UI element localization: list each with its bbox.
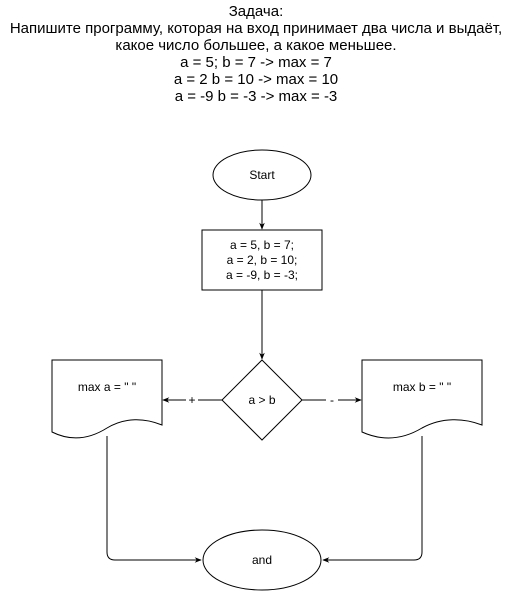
input-line-2: a = 2, b = 10; (227, 253, 298, 267)
yes-branch-label: + (188, 393, 195, 407)
task-example-2: a = 2 b = 10 -> max = 10 (173, 71, 339, 88)
connector-right-end (322, 436, 423, 563)
left-output-label: max a = " " (78, 380, 136, 394)
right-output-label: max b = " " (393, 380, 451, 394)
end-label: and (252, 553, 272, 567)
task-line-2: какое число большее, а какое меньшее. (115, 37, 397, 54)
task-line-1: Напишите программу, которая на вход прин… (9, 20, 503, 37)
task-heading: Задача: (228, 3, 284, 20)
input-node[interactable]: a = 5, b = 7; a = 2, b = 10; a = -9, b =… (201, 229, 323, 291)
right-output-node[interactable]: max b = " " (361, 359, 483, 439)
input-line-3: a = -9, b = -3; (226, 268, 298, 282)
input-line-1: a = 5, b = 7; (230, 238, 294, 252)
connector-left-end (106, 436, 202, 563)
task-example-1: a = 5; b = 7 -> max = 7 (180, 54, 332, 71)
no-branch-label: - (330, 393, 334, 407)
decision-node[interactable]: a > b (221, 359, 303, 441)
start-label: Start (249, 168, 275, 182)
task-description: Задача: Напишите программу, которая на в… (0, 3, 512, 105)
start-node[interactable]: Start (212, 149, 312, 201)
end-node[interactable]: and (202, 529, 322, 591)
task-example-3: a = -9 b = -3 -> max = -3 (174, 88, 338, 105)
left-output-node[interactable]: max a = " " (51, 359, 163, 439)
decision-label: a > b (248, 393, 275, 407)
